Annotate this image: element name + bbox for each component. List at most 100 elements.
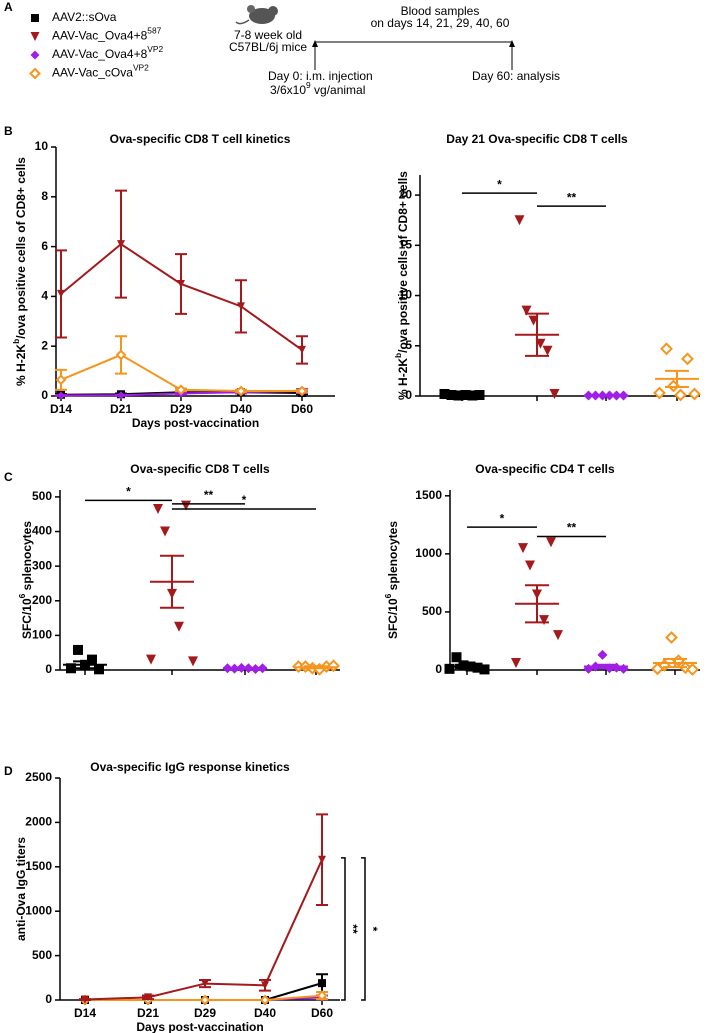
x-tick-label: D14 — [74, 1006, 96, 1020]
marker — [261, 981, 269, 990]
y-axis-label-part: % H-2K — [396, 358, 410, 400]
timeline-text: C57BL/6j mice — [229, 40, 307, 54]
panel-label: A — [4, 0, 13, 14]
y-axis-label-part: splenocytes — [20, 521, 34, 594]
marker — [237, 302, 245, 311]
y-tick-label: 2000 — [25, 815, 52, 829]
marker — [327, 659, 340, 673]
y-tick-label: 8 — [41, 189, 48, 203]
significance-bracket — [361, 857, 366, 1001]
marker — [160, 526, 170, 537]
sem-bar — [233, 666, 257, 670]
marker — [439, 388, 450, 399]
marker — [451, 652, 462, 663]
timeline-text-part: 9 — [306, 80, 311, 90]
marker — [259, 994, 271, 1006]
legend-marker — [30, 32, 40, 41]
legend-label: AAV-Vac_Ova4+8VP2 — [52, 44, 163, 61]
sem-bar — [525, 584, 549, 624]
marker — [66, 663, 76, 674]
x-axis-label: Days post-vaccination — [132, 416, 259, 430]
y-tick-label: 10 — [35, 139, 49, 153]
legend-label-part: AAV-Vac_Ova4+8 — [52, 29, 148, 43]
marker — [518, 543, 528, 554]
marker — [511, 658, 521, 669]
timeline-text: 3/6x109 vg/animal — [270, 80, 365, 97]
y-tick-label: 10 — [399, 288, 413, 302]
sem-bar — [73, 660, 97, 670]
legend-label-part: 587 — [147, 26, 161, 36]
legend-label-part: AAV2::sOva — [52, 10, 117, 24]
legend-label-part: VP2 — [133, 63, 149, 73]
sem-bar — [304, 665, 328, 670]
y-axis-label: anti-Ova IgG titers — [14, 837, 28, 941]
marker — [235, 385, 247, 397]
significance-label: ** — [204, 488, 214, 502]
panel-label: B — [4, 124, 13, 138]
marker — [444, 663, 455, 674]
y-axis-label-part: b — [11, 339, 21, 344]
y-tick-label: 1500 — [415, 488, 442, 502]
marker — [177, 279, 185, 288]
y-tick-label: 500 — [32, 948, 52, 962]
x-tick-label: D21 — [137, 1006, 159, 1020]
timeline-text-part: 3/6x10 — [270, 83, 306, 97]
significance-label: * — [497, 177, 502, 191]
significance-label: * — [500, 511, 505, 525]
marker — [201, 979, 209, 988]
marker — [174, 621, 184, 632]
legend-marker — [30, 50, 40, 60]
marker — [618, 663, 629, 674]
marker — [316, 990, 328, 1001]
marker — [539, 615, 549, 626]
y-axis-label: % H-2Kb/ova positive cells of CD8+ cells — [393, 171, 410, 400]
y-tick-label: 2 — [41, 338, 48, 352]
sem-bar — [450, 393, 474, 397]
significance-label: ** — [567, 190, 577, 204]
y-axis-label-part: 6 — [17, 593, 27, 598]
x-tick-label: D29 — [170, 402, 192, 416]
sem-bar — [665, 369, 689, 388]
y-tick-label: 1000 — [25, 903, 52, 917]
marker — [175, 384, 187, 396]
chart-title: Ova-specific CD4 T cells — [475, 462, 615, 476]
timeline-text: on days 14, 21, 29, 40, 60 — [371, 16, 510, 30]
y-tick-label: 1000 — [415, 546, 442, 560]
marker — [553, 630, 563, 641]
marker — [181, 500, 191, 511]
legend-label: AAV2::sOva — [52, 10, 117, 24]
sem-bar — [455, 663, 479, 670]
marker — [525, 560, 535, 571]
chart-title: Ova-specific CD8 T cells — [130, 462, 270, 476]
marker — [117, 240, 125, 249]
panel-label: D — [4, 764, 13, 778]
marker — [665, 631, 678, 644]
sem-bar — [160, 554, 184, 609]
mouse-icon — [235, 5, 278, 25]
significance-bracket — [341, 857, 346, 1001]
y-tick-label: 0 — [45, 992, 52, 1006]
marker — [73, 644, 83, 655]
marker — [653, 386, 666, 400]
legend-marker — [29, 67, 41, 80]
significance-label: * — [366, 927, 380, 932]
significance-label: ** — [567, 521, 577, 535]
x-tick-label: D60 — [291, 402, 313, 416]
y-axis-label-part: 6 — [383, 593, 393, 598]
y-tick-label: 500 — [32, 489, 52, 503]
marker — [542, 345, 553, 356]
y-tick-label: 6 — [41, 239, 48, 253]
legend-label-part: AAV-Vac_cOva — [52, 66, 133, 80]
chart-title: Ova-specific IgG response kinetics — [90, 760, 290, 774]
marker — [514, 215, 525, 226]
series-line — [84, 859, 323, 1001]
y-axis-label-part: % H-2K — [14, 344, 28, 386]
x-tick-label: D14 — [50, 402, 72, 416]
marker — [521, 305, 532, 316]
marker — [57, 391, 65, 400]
y-axis-label-part: /ova positive cells of CD8+ cells — [14, 157, 28, 339]
x-tick-label: D60 — [311, 1006, 333, 1020]
marker — [81, 995, 89, 1004]
legend-label: AAV-Vac_cOvaVP2 — [52, 63, 149, 80]
